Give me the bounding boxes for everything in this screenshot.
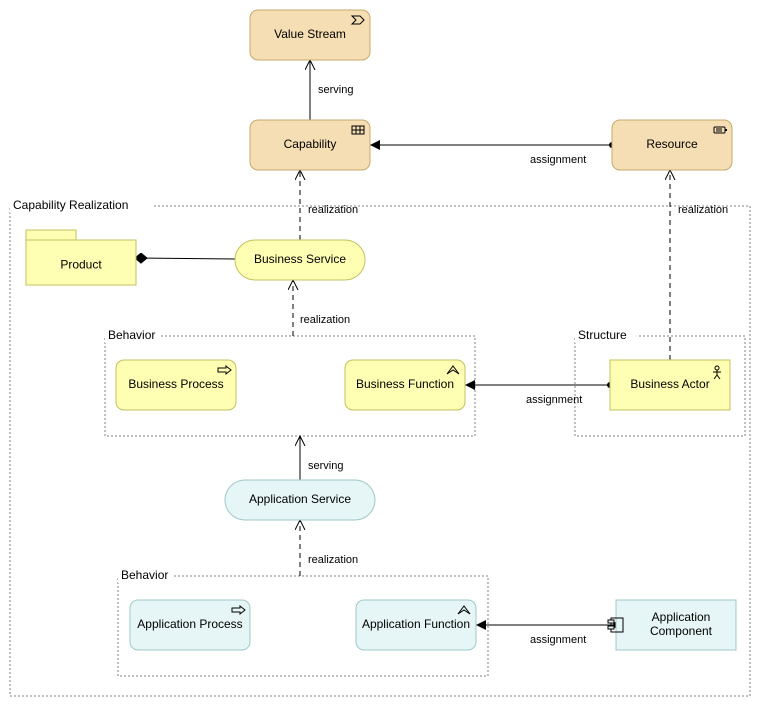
edge-assignment: assignment [476, 625, 616, 646]
svg-text:realization: realization [678, 204, 728, 216]
archimate-diagram: Capability Realization Behavior Structure B… [0, 0, 759, 706]
node-application_function: Application Function [356, 600, 476, 650]
node-resource: Resource [612, 120, 732, 170]
node-application_process: Application Process [130, 600, 250, 650]
svg-text:serving: serving [308, 460, 343, 472]
svg-text:Product: Product [60, 258, 102, 272]
node-application_service: Application Service [225, 480, 375, 520]
svg-text:Business Function: Business Function [356, 377, 454, 391]
svg-text:Business Actor: Business Actor [630, 377, 709, 391]
node-value_stream: Value Stream [250, 10, 370, 60]
edge-realization: realization [300, 170, 358, 240]
edge-realization: realization [300, 520, 358, 576]
edge-aggregation [136, 258, 235, 259]
svg-text:Application Process: Application Process [137, 617, 242, 631]
node-capability: Capability [250, 120, 370, 170]
node-product: Product [26, 230, 136, 285]
svg-text:assignment: assignment [530, 154, 586, 166]
svg-text:serving: serving [318, 84, 353, 96]
svg-text:Application Service: Application Service [249, 492, 351, 506]
edge-assignment: assignment [370, 145, 612, 166]
svg-text:realization: realization [308, 204, 358, 216]
node-business_actor: Business Actor [610, 360, 730, 410]
svg-text:Value Stream: Value Stream [274, 27, 346, 41]
edge-realization: realization [670, 170, 728, 360]
edge-serving: serving [310, 60, 353, 120]
node-business_service: Business Service [235, 240, 365, 280]
svg-text:Resource: Resource [646, 137, 698, 151]
node-business_function: Business Function [345, 360, 465, 410]
edge-serving: serving [300, 436, 343, 480]
svg-text:Capability Realization: Capability Realization [13, 198, 128, 212]
node-application_component: ApplicationComponent [608, 600, 736, 650]
svg-text:Behavior: Behavior [121, 568, 168, 582]
svg-text:Capability: Capability [284, 137, 337, 151]
svg-text:Business Process: Business Process [128, 377, 223, 391]
edge-realization: realization [293, 280, 350, 336]
svg-text:realization: realization [300, 314, 350, 326]
edge-assignment: assignment [465, 385, 610, 406]
svg-text:Application: Application [652, 610, 711, 624]
svg-text:realization: realization [308, 554, 358, 566]
svg-text:Component: Component [650, 624, 713, 638]
node-business_process: Business Process [116, 360, 236, 410]
svg-text:Behavior: Behavior [108, 328, 155, 342]
svg-text:Structure: Structure [578, 328, 627, 342]
svg-text:assignment: assignment [530, 634, 586, 646]
svg-text:assignment: assignment [526, 394, 582, 406]
svg-text:Application Function: Application Function [362, 617, 470, 631]
svg-text:Business Service: Business Service [254, 252, 346, 266]
